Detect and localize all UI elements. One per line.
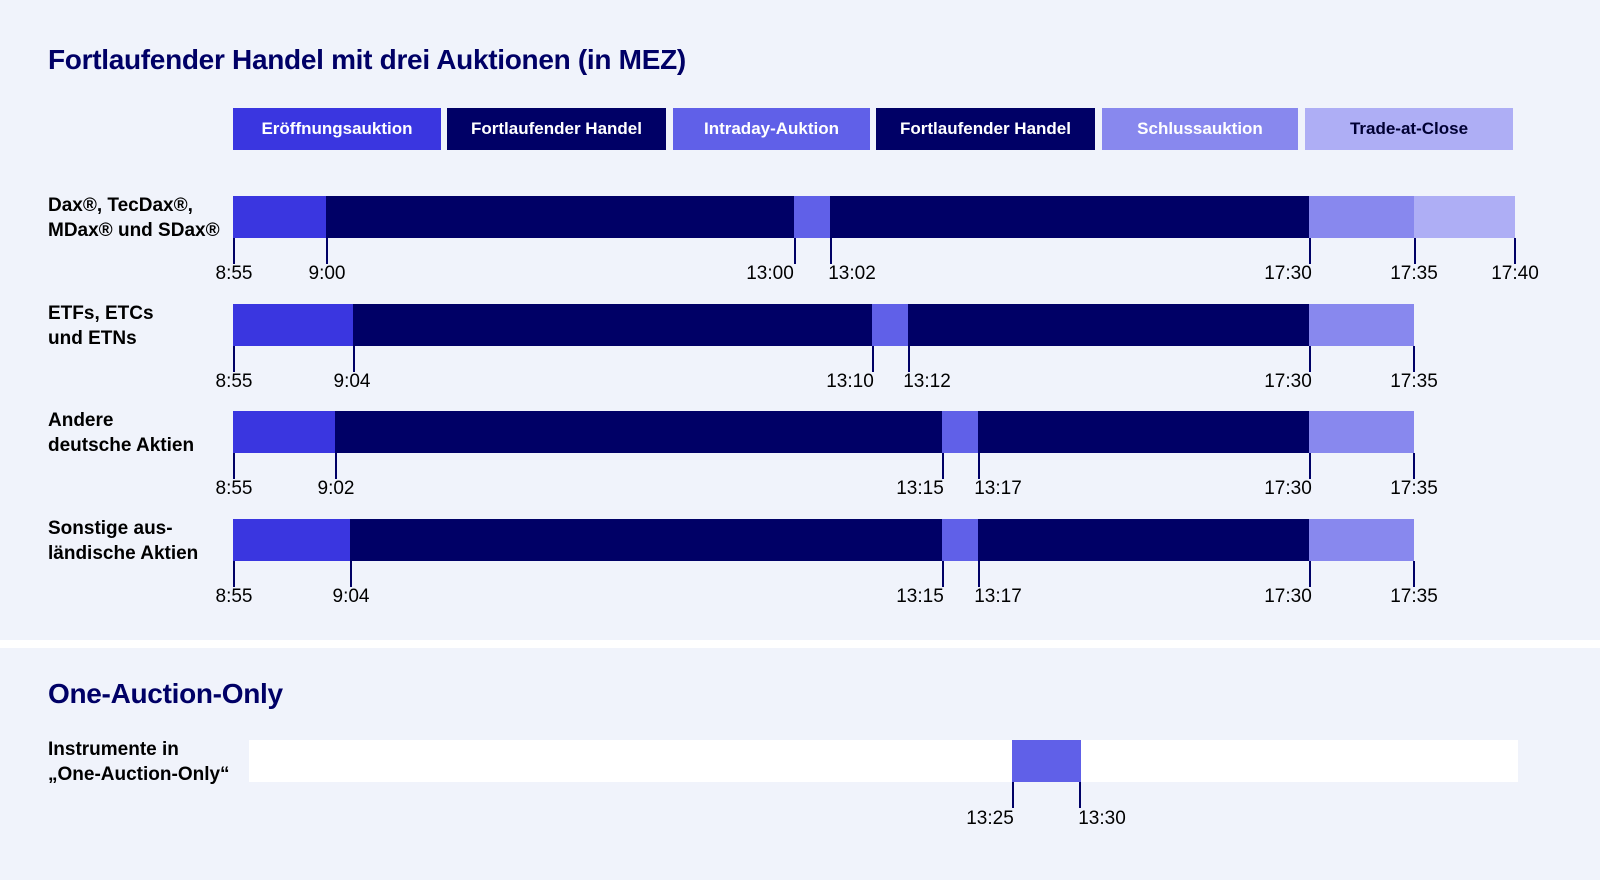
tick-label: 13:00: [746, 263, 794, 284]
tick-label: 17:40: [1491, 263, 1539, 284]
tick-label: 8:55: [215, 478, 253, 499]
tick-mark: [1012, 782, 1014, 808]
tick-mark: [1514, 238, 1516, 264]
bar-segment-continuous: [908, 304, 1309, 346]
tick-mark: [233, 453, 235, 479]
bar-segment-continuous: [978, 411, 1309, 453]
tick-label: 8:55: [215, 371, 253, 392]
tick-label: 17:35: [1390, 371, 1438, 392]
row-label: Sonstige aus- ländische Aktien: [48, 518, 199, 564]
tick-mark: [1414, 238, 1416, 264]
tick-mark: [1309, 238, 1311, 264]
tick-mark: [942, 453, 944, 479]
legend-item-closing: Schlussauktion: [1102, 108, 1298, 150]
bar-segment-intraday: [942, 411, 978, 453]
bar-segment-intraday: [794, 196, 830, 238]
row-label: Andere deutsche Aktien: [48, 410, 195, 456]
bar-segment-opening: [233, 196, 326, 238]
one-auction-track: [249, 740, 1518, 782]
tick-mark: [908, 346, 910, 372]
tick-mark: [942, 561, 944, 587]
bar-segment-opening: [233, 411, 335, 453]
tick-label: 9:04: [332, 586, 370, 607]
tick-mark: [794, 238, 796, 264]
tick-mark: [233, 346, 235, 372]
tick-label: 17:35: [1390, 263, 1438, 284]
tick-mark: [1413, 453, 1415, 479]
bar-segment-closing: [1309, 304, 1414, 346]
tick-label: 17:35: [1390, 478, 1438, 499]
tick-mark: [1413, 561, 1415, 587]
bar-segment-intraday: [1012, 740, 1081, 782]
tick-label: 17:35: [1390, 586, 1438, 607]
bar-segment-opening: [233, 519, 350, 561]
tick-label: 9:02: [317, 478, 355, 499]
tick-label: 17:30: [1264, 371, 1312, 392]
row-label: ETFs, ETCs und ETNs: [48, 303, 154, 349]
bar-segment-continuous: [350, 519, 942, 561]
bar-segment-intraday: [942, 519, 978, 561]
tick-mark: [978, 561, 980, 587]
legend-item-intraday: Intraday-Auktion: [673, 108, 870, 150]
tick-mark: [1309, 561, 1311, 587]
bar-segment-continuous: [830, 196, 1309, 238]
tick-label: 8:55: [215, 263, 253, 284]
bar-segment-continuous: [353, 304, 872, 346]
bar-segment-opening: [233, 304, 353, 346]
tick-label: 8:55: [215, 586, 253, 607]
tick-mark: [233, 561, 235, 587]
bar-segment-closing: [1309, 519, 1414, 561]
tick-label: 13:12: [903, 371, 951, 392]
tick-mark: [1079, 782, 1081, 808]
tick-label: 17:30: [1264, 263, 1312, 284]
tick-label: 13:10: [826, 371, 874, 392]
tick-label: 9:00: [308, 263, 346, 284]
section-divider: [0, 640, 1600, 648]
row-label: Dax®, TecDax®, MDax® und SDax®: [48, 195, 220, 241]
bar-segment-intraday: [872, 304, 908, 346]
legend-item-opening: Eröffnungsauktion: [233, 108, 441, 150]
tick-mark: [978, 453, 980, 479]
tick-mark: [350, 561, 352, 587]
tick-mark: [872, 346, 874, 372]
tick-label: 17:30: [1264, 478, 1312, 499]
tick-label: 13:15: [896, 586, 944, 607]
bar-segment-closing: [1309, 411, 1414, 453]
one-auction-row-label: Instrumente in „One-Auction-Only“: [48, 739, 230, 785]
tick-label: 13:17: [974, 586, 1022, 607]
tick-label: 17:30: [1264, 586, 1312, 607]
tick-label: 13:17: [974, 478, 1022, 499]
tick-label: 13:02: [828, 263, 876, 284]
main-title: Fortlaufender Handel mit drei Auktionen …: [48, 44, 686, 75]
tick-label: 13:15: [896, 478, 944, 499]
bar-segment-continuous: [335, 411, 942, 453]
tick-mark: [1413, 346, 1415, 372]
legend-item-tac: Trade-at-Close: [1305, 108, 1513, 150]
tick-mark: [326, 238, 328, 264]
bar-segment-continuous: [978, 519, 1309, 561]
tick-mark: [1309, 346, 1311, 372]
bar-segment-closing: [1309, 196, 1414, 238]
bar-segment-tac: [1414, 196, 1515, 238]
one-auction-title: One-Auction-Only: [48, 678, 283, 709]
legend-item-continuous: Fortlaufender Handel: [447, 108, 666, 150]
bar-segment-continuous: [326, 196, 794, 238]
tick-mark: [353, 346, 355, 372]
tick-mark: [335, 453, 337, 479]
tick-mark: [830, 238, 832, 264]
tick-mark: [1309, 453, 1311, 479]
legend-item-continuous: Fortlaufender Handel: [876, 108, 1095, 150]
tick-mark: [233, 238, 235, 264]
tick-label: 13:30: [1078, 808, 1126, 829]
tick-label: 9:04: [333, 371, 371, 392]
tick-label: 13:25: [966, 808, 1014, 829]
